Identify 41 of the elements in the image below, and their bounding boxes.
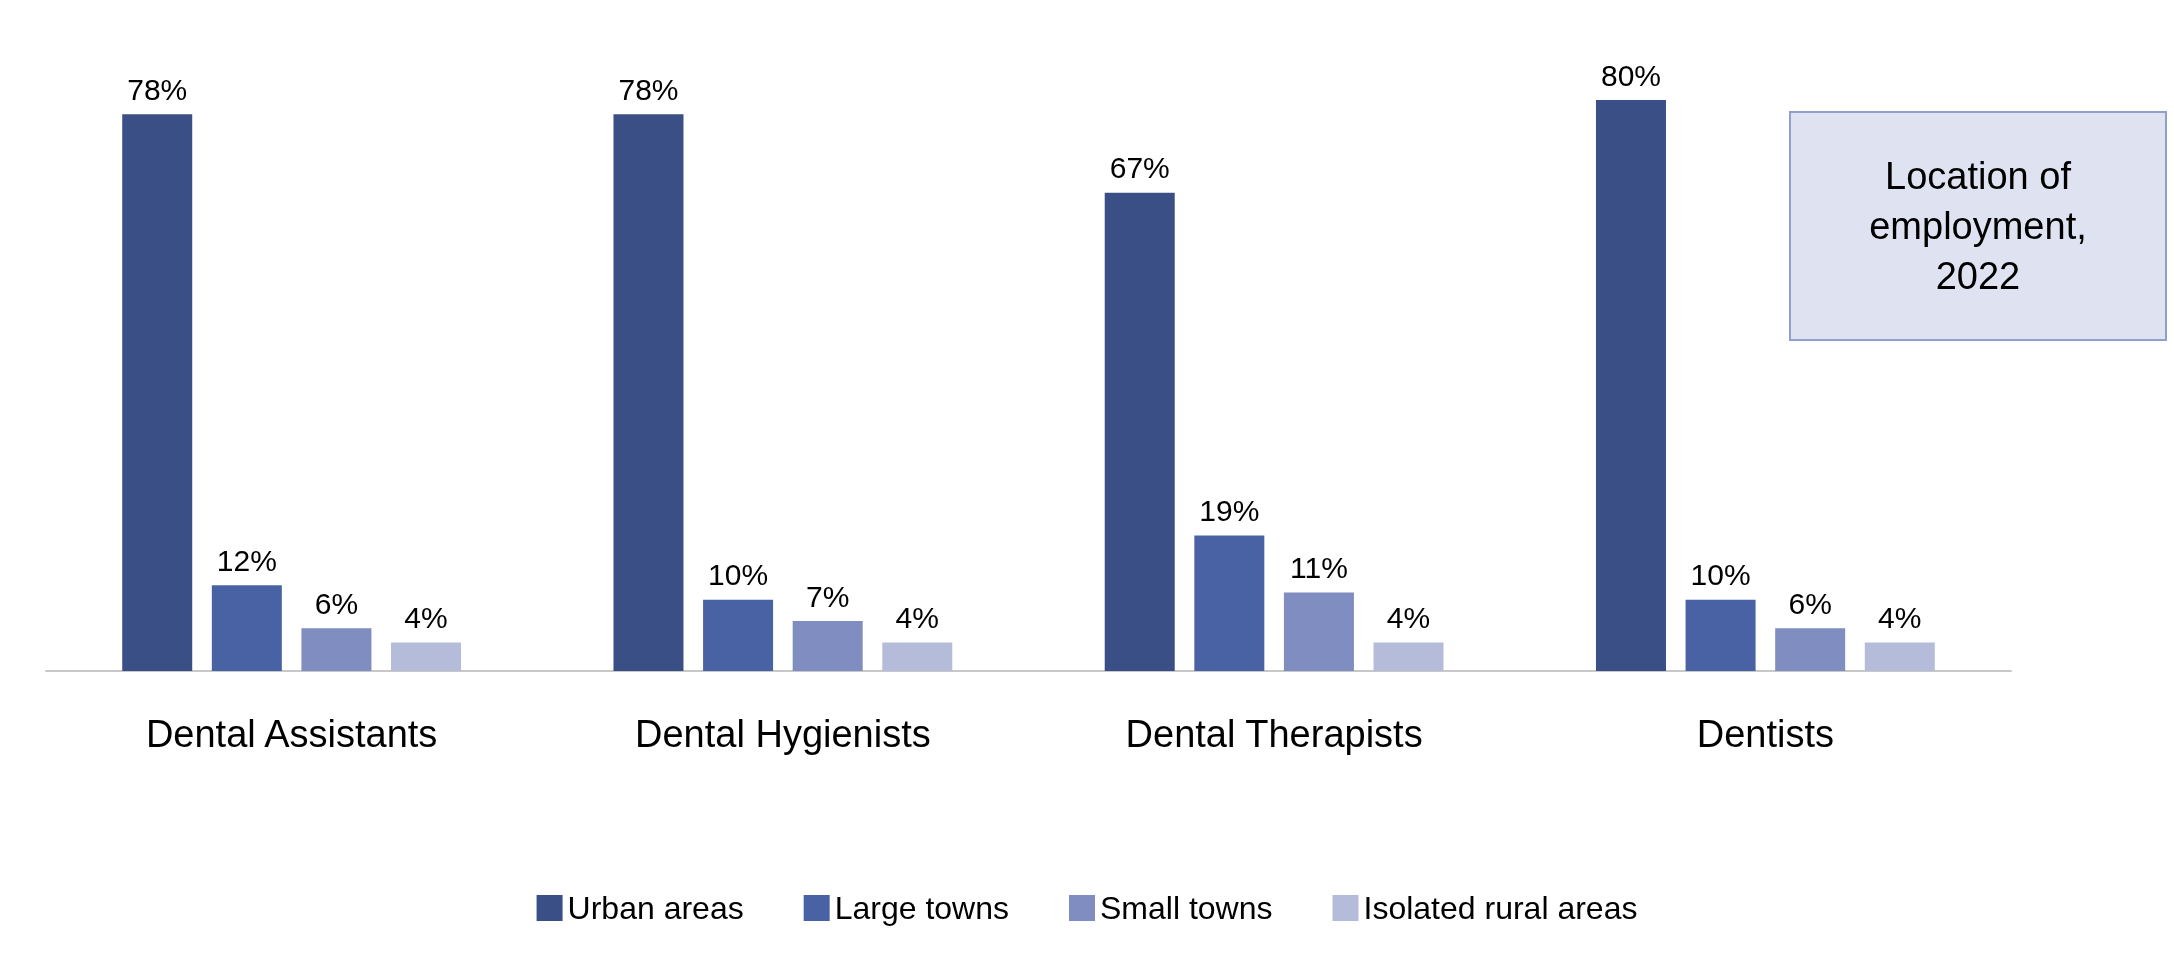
bar	[792, 621, 863, 671]
data-label: 4%	[1386, 600, 1431, 634]
bar	[122, 114, 193, 671]
text-box: Location of employment, 2022	[1789, 111, 2167, 341]
bar	[211, 585, 282, 671]
data-label: 80%	[1600, 58, 1661, 92]
data-label: 4%	[404, 600, 448, 634]
data-label: 6%	[1788, 586, 1832, 620]
bar	[613, 114, 684, 671]
data-label: 10%	[708, 558, 769, 592]
data-label: 4%	[895, 600, 939, 634]
bar	[1283, 592, 1354, 671]
bar	[1373, 642, 1444, 671]
bar	[882, 642, 953, 671]
bar	[391, 642, 462, 671]
data-label: 78%	[618, 72, 679, 106]
data-label: 19%	[1199, 493, 1260, 527]
bar	[1775, 628, 1846, 671]
x-tick-label: Dental Hygienists	[635, 713, 931, 755]
legend-label: Small towns	[1100, 890, 1273, 926]
bar	[1864, 642, 1935, 671]
bar	[1194, 535, 1265, 671]
legend-label: Urban areas	[567, 890, 744, 926]
data-label: 12%	[216, 543, 277, 577]
data-label: 67%	[1109, 151, 1170, 185]
data-label: 7%	[806, 579, 850, 613]
data-label: 78%	[127, 72, 188, 106]
bar	[301, 628, 372, 671]
x-tick-label: Dental Assistants	[145, 713, 438, 755]
x-tick-label: Dentists	[1696, 713, 1835, 755]
data-label: 10%	[1690, 558, 1751, 592]
x-tick-label: Dental Therapists	[1125, 713, 1423, 755]
data-label: 6%	[314, 586, 359, 620]
bar	[1685, 599, 1756, 671]
bar	[703, 599, 774, 671]
data-label: 4%	[1878, 600, 1922, 634]
data-label: 11%	[1290, 550, 1348, 584]
legend-label: Large towns	[834, 890, 1009, 926]
bar	[1104, 192, 1175, 671]
legend-label: Isolated rural areas	[1363, 890, 1638, 926]
bar	[1595, 100, 1666, 671]
